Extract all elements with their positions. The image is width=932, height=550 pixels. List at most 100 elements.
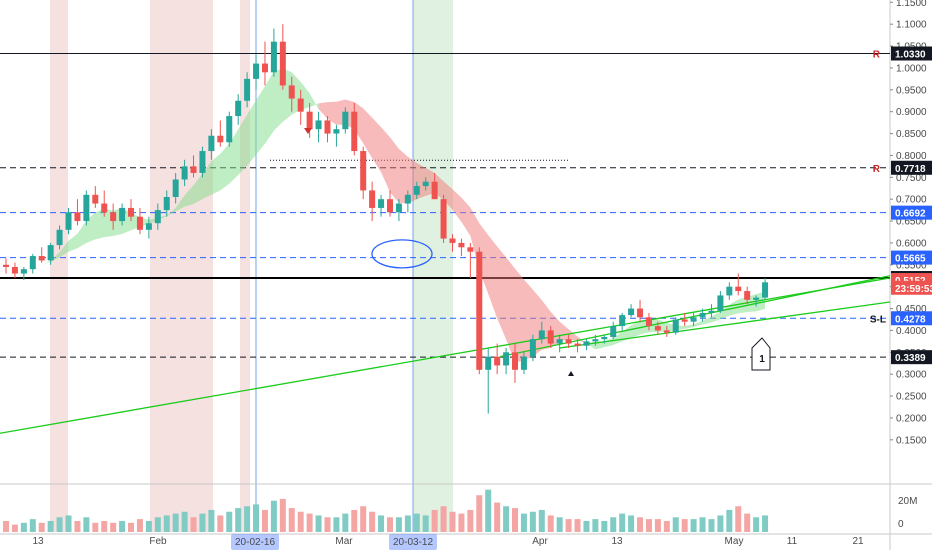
- volume-bar-79: [708, 519, 715, 532]
- candle-body-52: [467, 247, 474, 252]
- candle-body-4: [38, 256, 45, 261]
- volume-bar-13: [119, 520, 126, 532]
- candle-body-50: [449, 238, 456, 243]
- candle-58: [520, 352, 527, 375]
- price-tag-bg-2: [891, 160, 932, 175]
- candle-78: [699, 308, 706, 322]
- candle-60: [538, 321, 545, 344]
- candle-47: [422, 177, 429, 191]
- candle-body-74: [663, 330, 670, 333]
- volume-bar-37: [333, 517, 340, 532]
- price-axis: 1.15001.10001.05001.00000.95000.90000.85…: [890, 0, 927, 530]
- volume-bar-60: [538, 509, 545, 532]
- volume-tick-label-1: 0: [898, 519, 904, 530]
- x-tick-label-5: May: [725, 536, 744, 547]
- candle-body-59: [529, 339, 536, 357]
- candle-55: [494, 343, 501, 375]
- candle-1: [11, 262, 18, 278]
- candle-4: [38, 247, 45, 263]
- volume-bar-51: [458, 513, 465, 532]
- candle-43: [386, 190, 393, 217]
- candle-body-65: [583, 341, 590, 346]
- candle-21: [190, 155, 197, 178]
- y-tick-label-19: 0.2000: [896, 413, 927, 424]
- volume-bar-12: [110, 522, 117, 532]
- highlight-band-0: [50, 0, 68, 532]
- volume-bar-56: [503, 506, 510, 532]
- volume-bar-65: [583, 520, 590, 532]
- volume-bar-9: [83, 517, 90, 532]
- volume-bar-29: [261, 509, 268, 532]
- highlight-band-1: [150, 0, 213, 532]
- candle-56: [503, 347, 510, 375]
- candle-27: [244, 72, 251, 108]
- candle-54: [485, 347, 492, 414]
- candle-body-29: [261, 63, 268, 73]
- candle-3: [29, 253, 36, 274]
- volume-bar-4: [38, 522, 45, 532]
- volume-bar-80: [717, 515, 724, 532]
- price-tag-label-7: 23:59:53: [895, 284, 932, 295]
- volume-bar-31: [279, 498, 286, 532]
- volume-bar-10: [92, 522, 99, 532]
- price-tag-4: 0.5665: [891, 250, 932, 265]
- volume-bar-52: [467, 509, 474, 532]
- candle-body-57: [512, 352, 519, 370]
- price-tag-8: 0.4278: [891, 311, 932, 326]
- volume-bar-34: [306, 513, 313, 532]
- candle-76: [681, 312, 688, 327]
- candle-73: [654, 321, 661, 335]
- candle-body-12: [110, 212, 117, 222]
- candle-body-36: [324, 120, 331, 134]
- candle-12: [110, 203, 117, 230]
- candle-body-53: [476, 251, 483, 370]
- volume-bar-32: [288, 508, 295, 532]
- candle-36: [324, 116, 331, 143]
- volume-bar-44: [395, 517, 402, 532]
- candle-body-40: [360, 151, 367, 191]
- candle-body-54: [485, 356, 492, 370]
- volume-bar-8: [74, 520, 81, 532]
- candle-body-5: [47, 245, 54, 261]
- ma-ribbon-1: [318, 99, 587, 363]
- candle-body-35: [315, 120, 322, 130]
- candle-61: [547, 326, 554, 348]
- volume-bar-17: [154, 517, 161, 532]
- volume-bar-78: [699, 517, 706, 532]
- ellipse-drawing: [371, 239, 433, 269]
- candle-body-56: [503, 352, 510, 366]
- candle-body-77: [690, 317, 697, 322]
- candle-2: [20, 266, 27, 281]
- highlight-band-2: [240, 0, 250, 532]
- y-tick-label-8: 0.7500: [896, 173, 927, 184]
- price-tag-bg-9: [891, 350, 932, 365]
- candle-19: [172, 172, 179, 204]
- y-tick-label-20: 0.1500: [896, 435, 927, 446]
- volume-bar-28: [253, 504, 260, 532]
- candle-38: [342, 107, 349, 134]
- candle-body-68: [610, 326, 617, 337]
- candle-85: [762, 277, 769, 300]
- candle-75: [672, 317, 679, 335]
- candle-body-8: [74, 212, 81, 222]
- y-tick-label-6: 0.8500: [896, 129, 927, 140]
- candle-body-32: [288, 85, 295, 99]
- candle-body-45: [404, 194, 411, 204]
- candle-65: [583, 339, 590, 351]
- candle-44: [395, 199, 402, 222]
- y-tick-label-9: 0.7000: [896, 195, 927, 206]
- y-tick-label-10: 0.6500: [896, 217, 927, 228]
- candle-body-83: [744, 291, 751, 300]
- candle-67: [601, 334, 608, 344]
- candle-59: [529, 334, 536, 362]
- candle-body-10: [92, 194, 99, 204]
- volume-bar-38: [342, 513, 349, 532]
- candle-body-78: [699, 312, 706, 318]
- y-tick-label-11: 0.6000: [896, 238, 927, 249]
- x-tick-label-2: Mar: [335, 536, 353, 547]
- candle-35: [315, 111, 322, 143]
- volume-tick-label-0: 20M: [898, 496, 917, 507]
- candle-body-60: [538, 330, 545, 340]
- volume-bar-77: [690, 519, 697, 532]
